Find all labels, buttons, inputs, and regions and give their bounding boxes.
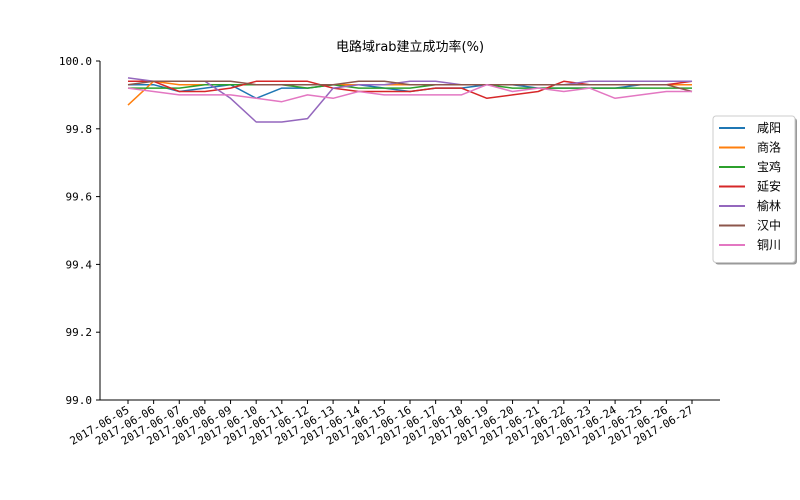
series-layer [127,77,693,123]
series-line-榆林 [127,77,692,123]
legend-label: 咸阳 [757,121,781,135]
y-tick-label: 99.4 [66,258,93,271]
legend-box [712,115,796,263]
series-line-铜川 [127,83,692,103]
y-tick-label: 99.0 [66,394,93,407]
y-tick-label: 100.0 [59,55,92,68]
y-tick-label: 99.2 [66,326,93,339]
y-tick-label: 99.6 [66,191,93,204]
y-tick-label: 99.8 [66,123,93,136]
legend-label: 宝鸡 [757,159,781,174]
x-axis-ticks: 2017-06-052017-06-062017-06-072017-06-08… [68,400,696,448]
series-line-汉中 [127,80,693,93]
legend-label: 商洛 [757,140,781,155]
legend-label: 汉中 [757,218,781,233]
legend-label: 榆林 [757,198,781,213]
chart-title: 电路域rab建立成功率(%) [336,39,484,55]
legend-label: 延安 [757,179,781,194]
series-line-宝鸡 [128,83,692,89]
legend-label: 铜川 [757,237,781,252]
y-axis-ticks: 99.0 99.2 99.4 99.6 99.8 100.0 [59,55,100,407]
